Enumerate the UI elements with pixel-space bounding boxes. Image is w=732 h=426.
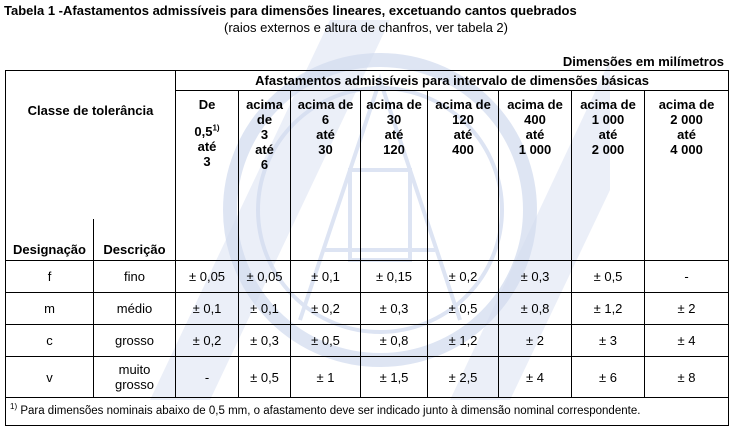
table-cell: ± 0,1	[290, 260, 362, 293]
row-designation: v	[5, 356, 94, 398]
table-row: f fino ± 0,05 ± 0,05 ± 0,1 ± 0,15 ± 0,2 …	[5, 260, 730, 293]
range-header-7: acima de 1 000 até 2 000	[571, 90, 646, 219]
row-description: médio	[92, 292, 177, 325]
table-cell: -	[644, 260, 730, 293]
table-cell: ± 1,2	[571, 292, 646, 325]
range-header-8: acima de 2 000 até 4 000	[644, 90, 730, 219]
table-cell: ± 1,2	[427, 324, 500, 357]
range-header-2: acima de 3 até 6	[238, 90, 292, 219]
table-cell: ± 0,2	[290, 292, 362, 325]
table-cell: ± 8	[644, 356, 730, 398]
table-cell: ± 0,3	[360, 292, 429, 325]
row-designation: f	[5, 260, 94, 293]
row-description: muito grosso	[92, 356, 177, 398]
range-header-3: acima de 6 até 30	[290, 90, 362, 219]
table-cell: ± 0,5	[238, 356, 292, 398]
table-cell: ± 0,3	[238, 324, 292, 357]
table-row: m médio ± 0,1 ± 0,1 ± 0,2 ± 0,3 ± 0,5 ± …	[5, 292, 730, 325]
table-cell: ± 0,3	[498, 260, 573, 293]
table-cell: ± 4	[498, 356, 573, 398]
table-cell: ± 0,05	[175, 260, 240, 293]
table-cell: ± 0,5	[290, 324, 362, 357]
table-cell: ± 0,5	[427, 292, 500, 325]
range-header-5: acima de 120 até 400	[427, 90, 500, 219]
table-cell: ± 4	[644, 324, 730, 357]
tolerance-class-header: Classe de tolerância	[4, 70, 177, 219]
table-cell: ± 2,5	[427, 356, 500, 398]
table-cell: ± 0,1	[175, 292, 240, 325]
range-header-4: acima de 30 até 120	[360, 90, 429, 219]
table-cell: ± 0,8	[498, 292, 573, 325]
table-cell: ± 0,8	[360, 324, 429, 357]
table-cell: ± 0,5	[571, 260, 646, 293]
row-description: fino	[92, 260, 177, 293]
table-cell: ± 2	[498, 324, 573, 357]
designation-header: Designação	[5, 218, 94, 261]
range-header-1: De 0,51) até 3	[175, 90, 240, 219]
description-header: Descrição	[92, 218, 177, 261]
table-cell: ± 0,1	[238, 292, 292, 325]
table-cell: ± 3	[571, 324, 646, 357]
row-designation: c	[5, 324, 94, 357]
row-designation: m	[5, 292, 94, 325]
table-cell: ± 0,2	[175, 324, 240, 357]
units-label: Dimensões em milímetros	[562, 54, 724, 69]
table-cell: ± 6	[571, 356, 646, 398]
interval-header: Afastamentos admissíveis para intervalo …	[175, 70, 730, 91]
table-cell: ± 0,05	[238, 260, 292, 293]
table-row: v muito grosso - ± 0,5 ± 1 ± 1,5 ± 2,5 ±…	[5, 356, 730, 398]
table-row: c grosso ± 0,2 ± 0,3 ± 0,5 ± 0,8 ± 1,2 ±…	[5, 324, 730, 357]
table-cell: ± 1,5	[360, 356, 429, 398]
table-cell: ± 0,2	[427, 260, 500, 293]
range-header-6: acima de 400 até 1 000	[498, 90, 573, 219]
footnote-text: Para dimensões nominais abaixo de 0,5 mm…	[17, 405, 641, 417]
footnote-mark: 1)	[10, 402, 18, 412]
table-cell: ± 2	[644, 292, 730, 325]
table-cell: ± 0,15	[360, 260, 429, 293]
row-description: grosso	[92, 324, 177, 357]
table-cell: -	[175, 356, 240, 398]
table-cell: ± 1	[290, 356, 362, 398]
footnote: 1) Para dimensões nominais abaixo de 0,5…	[4, 397, 730, 426]
table-title: Tabela 1 -Afastamentos admissíveis para …	[4, 3, 577, 18]
tolerance-table: Classe de tolerância Afastamentos admiss…	[4, 70, 730, 426]
table-subtitle: (raios externos e altura de chanfros, ve…	[224, 20, 508, 35]
